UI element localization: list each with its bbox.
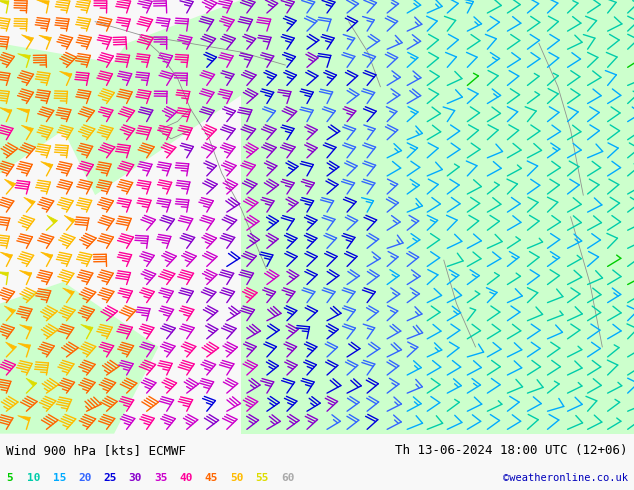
Polygon shape: [20, 325, 32, 331]
Text: 10: 10: [27, 472, 41, 483]
Polygon shape: [16, 108, 29, 113]
Polygon shape: [41, 252, 53, 258]
Polygon shape: [0, 107, 11, 114]
Text: 20: 20: [78, 472, 91, 483]
Polygon shape: [0, 44, 127, 173]
Polygon shape: [81, 324, 93, 331]
Text: 50: 50: [230, 472, 243, 483]
Polygon shape: [18, 343, 30, 348]
Polygon shape: [23, 197, 35, 205]
Text: 35: 35: [154, 472, 167, 483]
Polygon shape: [19, 270, 32, 276]
Polygon shape: [22, 35, 33, 41]
Text: 5: 5: [6, 472, 13, 483]
Text: 55: 55: [256, 472, 269, 483]
Polygon shape: [241, 0, 634, 434]
Polygon shape: [6, 342, 16, 350]
Polygon shape: [0, 271, 8, 276]
Polygon shape: [4, 306, 15, 313]
Polygon shape: [26, 378, 36, 386]
Polygon shape: [64, 216, 75, 223]
Polygon shape: [39, 35, 51, 41]
Text: 25: 25: [103, 472, 117, 483]
Text: ©weatheronline.co.uk: ©weatheronline.co.uk: [503, 472, 628, 483]
Polygon shape: [0, 282, 158, 434]
Polygon shape: [41, 162, 53, 168]
Text: 15: 15: [53, 472, 66, 483]
Polygon shape: [4, 179, 15, 187]
Text: 40: 40: [179, 472, 193, 483]
Text: 60: 60: [281, 472, 294, 483]
Polygon shape: [36, 0, 49, 4]
Polygon shape: [0, 0, 9, 4]
Text: Wind 900 hPa [kts] ECMWF: Wind 900 hPa [kts] ECMWF: [6, 444, 186, 457]
Polygon shape: [63, 288, 74, 295]
Polygon shape: [18, 53, 30, 59]
Text: 45: 45: [205, 472, 218, 483]
Text: 30: 30: [129, 472, 142, 483]
Polygon shape: [63, 0, 444, 195]
Text: Th 13-06-2024 18:00 UTC (12+06): Th 13-06-2024 18:00 UTC (12+06): [395, 444, 628, 457]
Polygon shape: [60, 71, 72, 77]
Polygon shape: [22, 125, 33, 132]
Polygon shape: [47, 215, 57, 223]
Polygon shape: [0, 252, 12, 258]
Polygon shape: [18, 416, 30, 421]
